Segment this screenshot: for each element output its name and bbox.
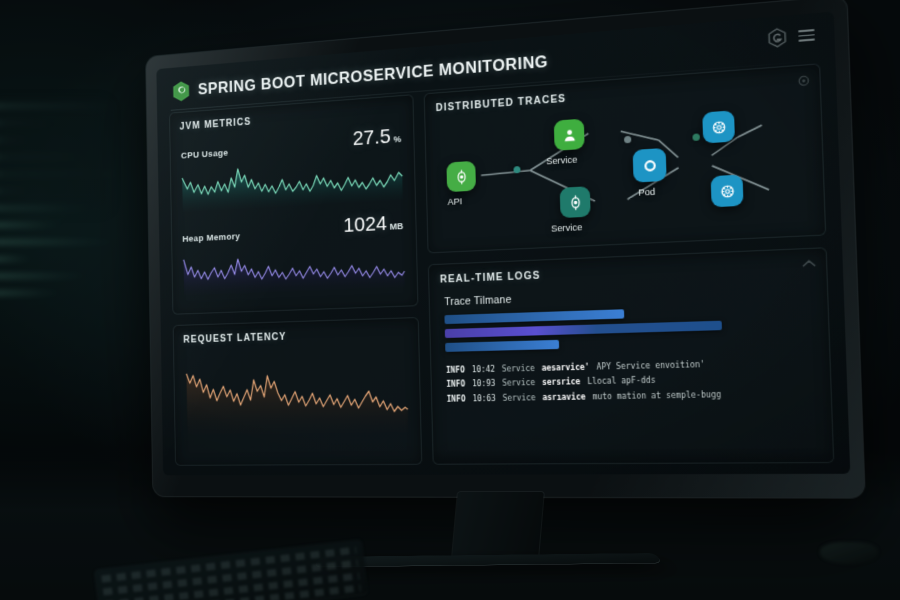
log-service-name: sersrice [541,377,581,388]
log-service-word: Service [502,393,536,403]
trace-bar[interactable] [444,309,624,324]
trace-node-service-user[interactable] [553,118,585,151]
trace-graph: API Service [436,91,813,240]
log-service-word: Service [501,363,535,374]
chevron-up-icon[interactable] [802,258,817,268]
target-crosshair-icon [566,193,584,211]
circle-dot-icon[interactable] [798,75,810,87]
hex-g-badge-icon[interactable] [768,27,787,48]
ring-circle-icon [641,156,659,174]
spring-hexleaf-logo [173,80,190,102]
mouse [820,542,878,564]
log-message: Llocal apF-dds [587,375,656,387]
dashboard-header: SPRING BOOT MICROSERVICE MONITORING [168,25,820,112]
realtime-logs-title: REAL-TIME LOGS [439,270,541,286]
log-message: muto mation at semple-bugg [592,389,722,402]
log-timestamp: 10:93 [472,379,496,389]
metric-value: 1024 [343,212,388,237]
trace-bar[interactable] [445,339,559,352]
request-latency-card: REQUEST LATENCY [172,316,423,466]
trace-node-label: API [447,195,463,207]
log-timestamp: 10:63 [472,393,496,404]
trace-timeline-bars [441,303,817,352]
monitor: SPRING BOOT MICROSERVICE MONITORING [145,0,865,498]
metric-label: Heap Memory [182,231,241,245]
log-entries: INFO 10:42 Service aesarvice' APY Servic… [442,355,819,408]
header-actions [768,25,815,49]
trace-node-label: Service [545,153,578,167]
metric-value-group: 1024 MB [343,212,404,237]
target-crosshair-icon [453,168,470,186]
jvm-metrics-card: JVM METRICS CPU Usage 27.5% [169,94,419,315]
hamburger-menu-icon[interactable] [798,28,815,42]
kubernetes-wheel-icon [709,118,728,137]
metric-value-group: 27.5% [352,125,401,150]
metric-unit: % [393,133,402,145]
right-column: DISTRIBUTED TRACES [423,63,835,465]
trace-node-k8s-2[interactable] [710,174,744,208]
monitor-stand-neck [452,492,544,558]
metric-heap-memory: Heap Memory 1024 MB [181,212,407,296]
metric-cpu-usage: CPU Usage 27.5% [180,125,405,212]
metric-unit: MB [389,220,404,232]
log-level: INFO [445,365,466,375]
trace-bar[interactable] [444,320,723,338]
dashboard-body: JVM METRICS CPU Usage 27.5% [169,63,835,466]
metric-value: 27.5 [352,125,391,151]
log-timestamp: 10:42 [471,364,496,375]
trace-node-pod[interactable] [632,147,667,183]
log-fade-overlay [433,446,834,464]
log-service-word: Service [502,378,536,389]
trace-node-label: Pod [637,185,656,198]
dashboard: SPRING BOOT MICROSERVICE MONITORING [156,12,850,476]
log-message: APY Service envoition' [596,359,706,372]
background-code-editor [0,104,122,420]
realtime-logs-card: REAL-TIME LOGS Trace Tilmane [428,246,835,465]
log-service-name: aesarvice' [541,362,590,373]
trace-node-service-target[interactable] [559,186,591,219]
left-column: JVM METRICS CPU Usage 27.5% [169,94,423,466]
cpu-usage-sparkline [180,151,404,212]
trace-node-k8s-1[interactable] [702,110,736,144]
log-level: INFO [446,379,466,390]
background-code-panel [0,104,106,208]
request-latency-title: REQUEST LATENCY [183,331,287,346]
kubernetes-wheel-icon [718,182,737,201]
log-service-name: asrıavice [542,392,586,403]
distributed-traces-card: DISTRIBUTED TRACES [423,63,827,254]
trace-edges [436,91,813,240]
trace-node-label: Service [550,221,583,234]
log-level: INFO [446,394,466,404]
monitor-screen: SPRING BOOT MICROSERVICE MONITORING [156,11,851,476]
request-latency-chart [184,353,411,435]
user-person-icon [564,129,575,141]
metric-label: CPU Usage [180,147,229,162]
trace-node-api[interactable] [446,160,477,193]
heap-memory-sparkline [182,238,407,296]
